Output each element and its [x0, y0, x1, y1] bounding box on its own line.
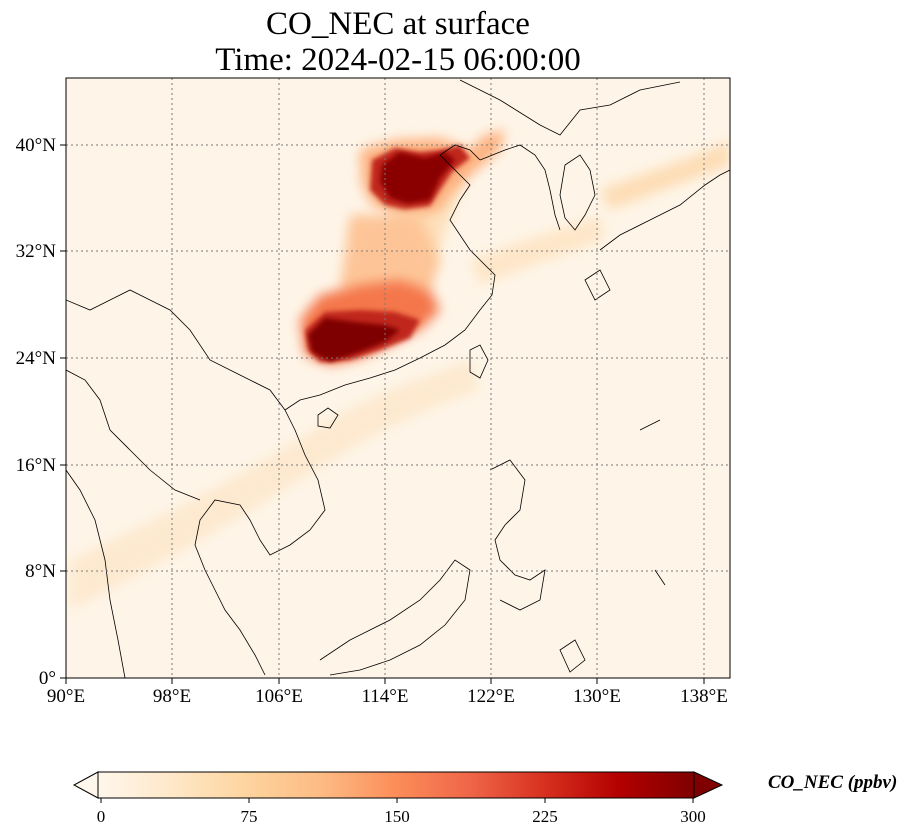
lat-tick-label: 40°N	[16, 135, 57, 156]
lon-tick-label: 106°E	[255, 686, 303, 707]
lon-tick-label: 138°E	[680, 686, 728, 707]
colorbar-label: CO_NEC (ppbv)	[768, 772, 898, 793]
colorbar-tick-label: 150	[384, 807, 410, 826]
lat-tick-label: 24°N	[16, 348, 57, 369]
colorbar-min-extend	[72, 771, 99, 799]
colorbar-tick-label: 300	[680, 807, 706, 826]
plot-title-line1: CO_NEC at surface	[266, 6, 530, 42]
lat-tick-label: 16°N	[16, 455, 57, 476]
gridlines	[66, 78, 730, 678]
concentration-field	[66, 78, 730, 678]
lat-tick-label: 0°	[39, 668, 56, 689]
colorbar-tick-label: 75	[241, 807, 258, 826]
colorbar-gradient	[97, 771, 695, 799]
plot-title-line2: Time: 2024-02-15 06:00:00	[215, 42, 581, 78]
colorbar: 0 75 150 225 300	[72, 771, 724, 826]
lon-tick-label: 122°E	[467, 686, 515, 707]
lon-tick-label: 130°E	[573, 686, 621, 707]
map-frame	[65, 77, 731, 679]
coastlines	[66, 79, 730, 678]
axis-ticks	[60, 144, 705, 684]
colorbar-tick-label: 0	[97, 807, 106, 826]
colorbar-max-extend	[693, 771, 724, 799]
lat-tick-label: 8°N	[25, 561, 56, 582]
lon-tick-label: 90°E	[47, 686, 85, 707]
colorbar-tick-label: 225	[532, 807, 558, 826]
lat-tick-label: 32°N	[16, 241, 57, 262]
lon-tick-label: 98°E	[153, 686, 191, 707]
lon-tick-label: 114°E	[362, 686, 409, 707]
